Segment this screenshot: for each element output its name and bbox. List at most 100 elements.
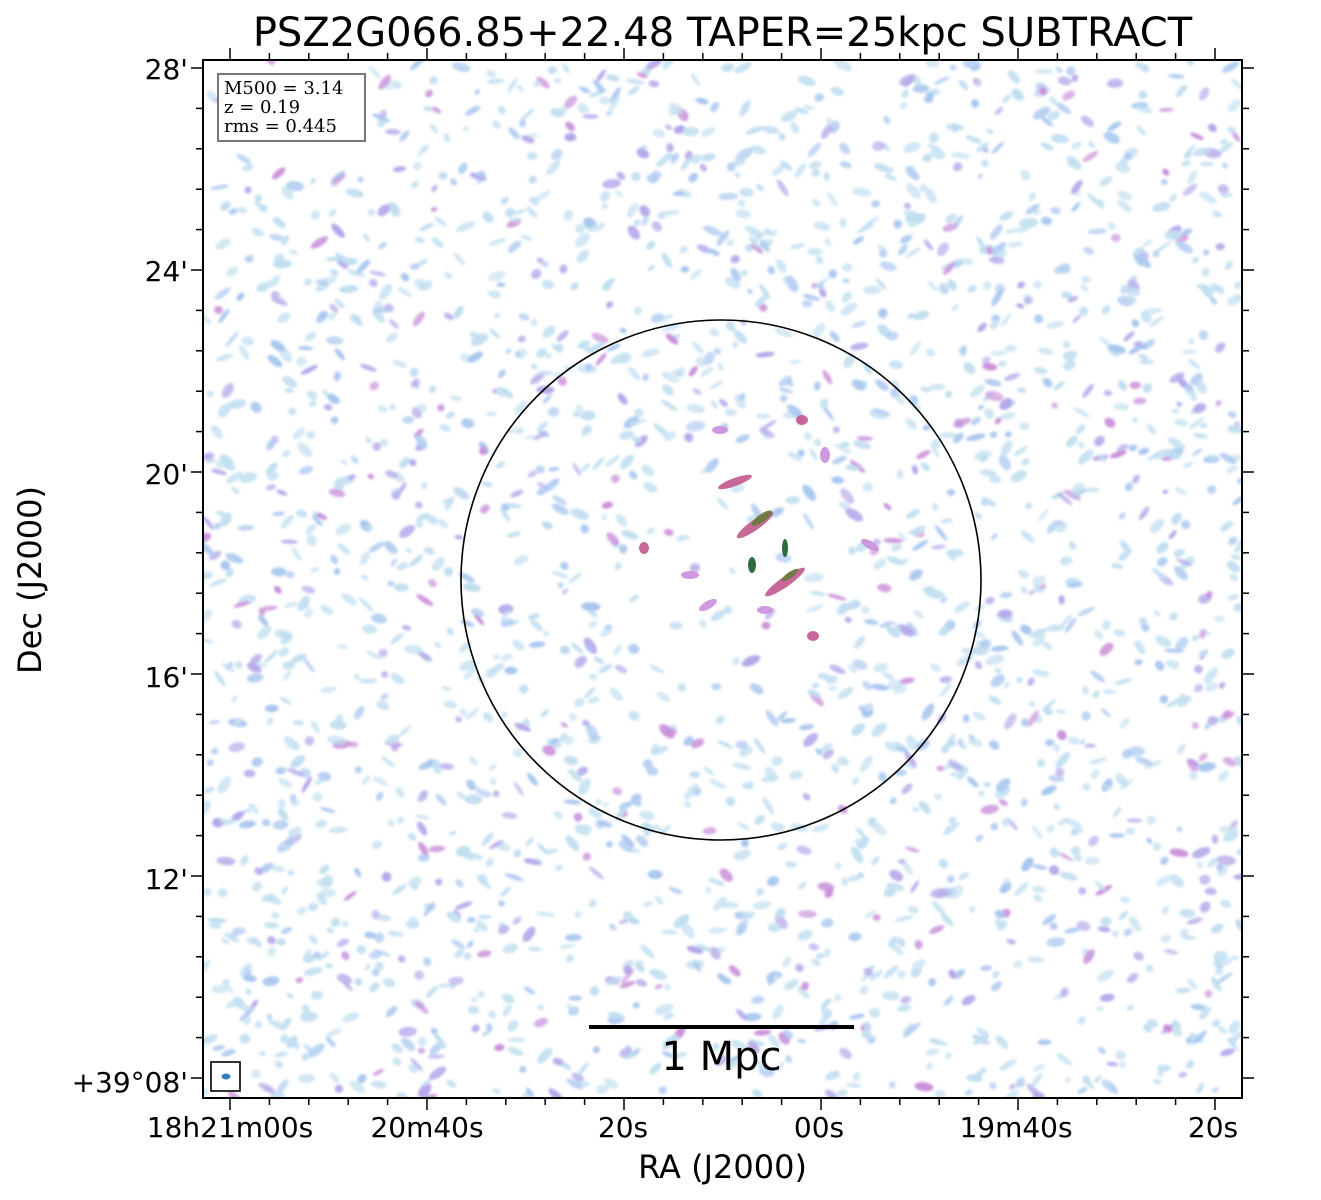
noise-blob <box>999 882 1012 894</box>
noise-blob <box>1216 863 1223 871</box>
noise-blob <box>258 605 278 612</box>
noise-blob <box>977 322 987 333</box>
noise-blob <box>379 110 387 118</box>
noise-blob <box>1032 864 1048 870</box>
noise-blob <box>699 163 707 172</box>
noise-blob <box>721 63 735 72</box>
noise-blob <box>492 120 501 129</box>
noise-blob <box>1025 502 1033 510</box>
noise-blob <box>883 965 899 979</box>
noise-blob <box>265 462 278 476</box>
noise-blob <box>474 89 481 95</box>
noise-blob <box>933 793 943 801</box>
noise-blob <box>613 644 622 656</box>
noise-blob <box>759 283 771 300</box>
noise-blob <box>636 835 649 848</box>
noise-blob <box>524 986 536 995</box>
noise-blob <box>660 399 678 412</box>
noise-blob <box>952 162 963 172</box>
noise-blob <box>848 932 862 942</box>
noise-blob <box>984 408 995 419</box>
noise-blob <box>439 763 455 770</box>
noise-blob <box>459 659 477 672</box>
noise-blob <box>912 609 924 619</box>
emission-blob <box>796 415 808 425</box>
noise-blob <box>717 362 724 372</box>
noise-blob <box>1066 435 1078 448</box>
noise-blob <box>689 771 701 779</box>
noise-blob <box>827 593 847 601</box>
noise-blob <box>789 243 805 250</box>
noise-blob <box>1174 486 1188 496</box>
noise-blob <box>514 400 527 415</box>
noise-blob <box>822 404 834 421</box>
noise-blob <box>604 454 621 468</box>
noise-blob <box>710 610 725 622</box>
noise-blob <box>707 877 725 886</box>
noise-blob <box>214 287 231 300</box>
noise-blob <box>918 800 931 814</box>
noise-blob <box>745 125 765 135</box>
noise-blob <box>969 905 976 913</box>
noise-blob <box>998 798 1008 807</box>
noise-blob <box>1036 759 1046 768</box>
noise-blob <box>1142 239 1154 247</box>
noise-blob <box>416 821 428 836</box>
noise-blob <box>897 532 907 541</box>
noise-blob <box>649 1062 662 1075</box>
noise-blob <box>803 432 813 441</box>
noise-blob <box>819 288 827 298</box>
noise-blob <box>619 544 628 554</box>
noise-blob <box>1062 340 1071 349</box>
noise-blob <box>965 135 982 144</box>
noise-blob <box>778 375 793 387</box>
noise-blob <box>872 141 885 151</box>
noise-blob <box>845 508 863 522</box>
noise-blob <box>669 621 683 630</box>
noise-blob <box>582 114 599 119</box>
noise-blob <box>775 259 787 273</box>
noise-blob <box>1073 407 1090 418</box>
noise-blob <box>1128 444 1137 452</box>
noise-blob <box>1056 102 1072 115</box>
noise-blob <box>1119 717 1130 729</box>
noise-blob <box>460 352 470 362</box>
noise-blob <box>358 678 378 685</box>
noise-blob <box>938 858 948 869</box>
noise-blob <box>432 764 442 775</box>
noise-blob <box>875 379 889 391</box>
noise-blob <box>824 238 832 247</box>
noise-blob <box>951 304 959 312</box>
noise-blob <box>930 663 942 673</box>
noise-blob <box>466 940 474 949</box>
noise-blob <box>387 580 395 587</box>
noise-blob <box>542 630 550 637</box>
noise-blob <box>999 210 1014 221</box>
noise-blob <box>1228 1037 1237 1047</box>
noise-blob <box>578 778 591 796</box>
noise-blob <box>551 343 562 353</box>
noise-blob <box>269 233 284 241</box>
noise-blob <box>203 1033 218 1045</box>
noise-blob <box>320 887 336 898</box>
noise-blob <box>774 327 793 338</box>
noise-blob <box>1017 281 1025 289</box>
noise-blob <box>1042 641 1053 651</box>
noise-blob <box>648 80 660 88</box>
noise-blob <box>1021 458 1030 466</box>
noise-blob <box>225 552 244 564</box>
noise-blob <box>1217 142 1234 154</box>
noise-blob <box>453 252 466 266</box>
noise-blob <box>560 645 571 655</box>
noise-blob <box>399 130 410 142</box>
noise-blob <box>236 153 252 164</box>
noise-blob <box>831 764 839 774</box>
noise-blob <box>423 106 433 112</box>
noise-blob <box>458 846 476 861</box>
noise-blob <box>496 282 506 287</box>
noise-blob <box>646 766 659 776</box>
noise-blob <box>782 276 791 286</box>
noise-blob <box>984 378 1002 387</box>
noise-blob <box>911 806 920 813</box>
noise-blob <box>619 354 632 364</box>
